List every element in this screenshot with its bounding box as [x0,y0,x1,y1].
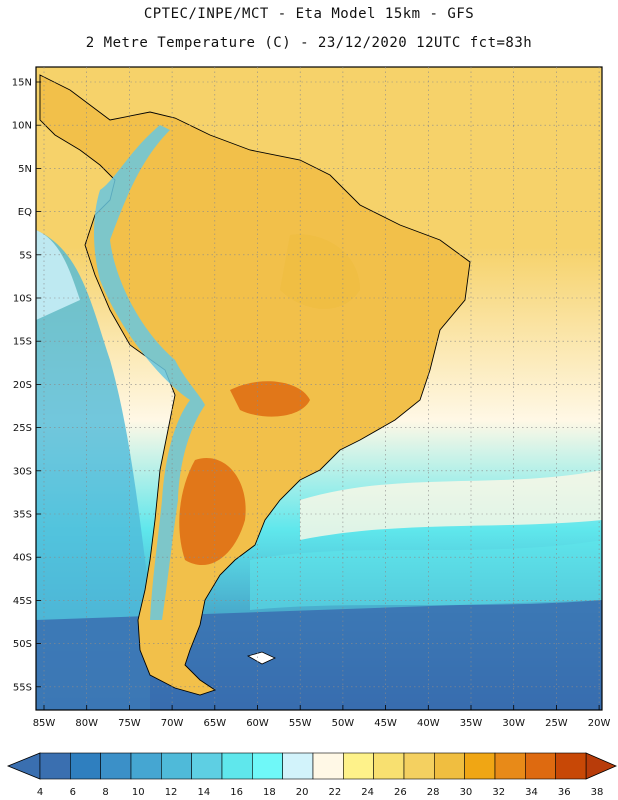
pacific-cool-zone [36,230,150,710]
colorbar-swatch [282,752,314,780]
colorbar-tick-label: 26 [394,787,407,798]
colorbar-tick-label: 12 [165,787,178,798]
latitude-label: 5S [19,250,32,261]
colorbar-swatch [555,752,587,780]
colorbar-right-arrow [585,752,618,780]
colorbar-swatch [494,752,526,780]
colorbar-tick-label: 18 [263,787,276,798]
colorbar-tick-label: 16 [230,787,243,798]
longitude-label: 75W [118,718,141,729]
colorbar-swatch [100,752,132,780]
hot-zone-argentina [179,458,246,566]
colorbar-swatch [312,752,344,780]
colorbar-tick-label: 10 [132,787,145,798]
latitude-label: 10N [12,121,32,132]
colorbar-swatch [373,752,405,780]
colorbar-tick-label: 34 [525,787,538,798]
longitude-label: 30W [502,718,525,729]
colorbar-tick-label: 24 [361,787,374,798]
latitude-labels: 15N 10N 5N EQ 5S 10S 15S 20S 25S 30S 35S 40S 45S 50S 5… [12,78,32,694]
latitude-label: 35S [13,510,32,521]
colorbar-swatch [343,752,374,780]
colorbar-tick-label: 14 [197,787,210,798]
latitude-label: 45S [13,596,32,607]
latitude-label: 40S [13,553,32,564]
title-line-1: CPTEC/INPE/MCT - Eta Model 15km - GFS [143,6,475,22]
longitude-label: 50W [332,718,355,729]
colorbar-swatch [252,752,283,780]
pacific-pale-zone [36,230,80,320]
longitude-label: 55W [289,718,312,729]
colorbar-tick-label: 20 [296,787,309,798]
longitude-label: 40W [417,718,440,729]
colorbar-left-arrow [6,752,41,780]
colorbar-swatch [525,752,556,780]
colorbar-tick-label: 28 [427,787,440,798]
latitude-label: 20S [13,380,32,391]
colorbar-tick-label: 4 [37,787,43,798]
longitude-label: 65W [203,718,226,729]
colorbar-swatch [70,752,101,780]
latitude-label: 55S [13,682,32,693]
longitude-label: 70W [161,718,184,729]
colorbar-swatch [403,752,435,780]
colorbar-tick-label: 36 [558,787,571,798]
latitude-label: 15S [13,337,32,348]
latitude-label: 10S [13,294,32,305]
colorbar: 4 6 8 10 12 14 16 18 20 22 24 26 28 30 32 34 36 38 [6,752,618,798]
colorbar-tick-label: 22 [329,787,342,798]
colorbar-swatch [39,752,71,780]
colorbar-tick-label: 8 [102,787,108,798]
latitude-label: 30S [13,466,32,477]
longitude-label: 60W [246,718,269,729]
colorbar-swatch [191,752,223,780]
colorbar-tick-label: 38 [591,787,604,798]
colorbar-swatch [464,752,496,780]
colorbar-tick-label: 30 [460,787,473,798]
latitude-label: 15N [12,78,32,89]
atlantic-pale-band [300,470,602,540]
colorbar-tick-label: 32 [492,787,505,798]
longitude-label: 20W [588,718,611,729]
latitude-label: 50S [13,639,32,650]
colorbar-swatch [161,752,192,780]
colorbar-swatch [130,752,162,780]
longitude-labels: 85W 80W 75W 70W 65W 60W 55W 50W 45W 40W 35W 30W 25W 2… [33,718,611,729]
longitude-label: 25W [545,718,568,729]
map-frame [35,66,603,711]
title-line-2: 2 Metre Temperature (C) - 23/12/2020 12U… [85,35,533,51]
longitude-label: 85W [33,718,56,729]
colorbar-tick-label: 6 [70,787,76,798]
longitude-label: 45W [374,718,397,729]
andes-cool-strip [94,125,205,620]
longitude-label: 80W [75,718,98,729]
latitude-label: 5N [18,164,32,175]
latitude-label: EQ [18,207,32,218]
latitude-label: 25S [13,423,32,434]
colorbar-swatch [434,752,465,780]
hot-zone-paraguay [230,381,310,417]
colorbar-swatch [221,752,253,780]
longitude-label: 35W [460,718,483,729]
graticule [36,67,602,710]
